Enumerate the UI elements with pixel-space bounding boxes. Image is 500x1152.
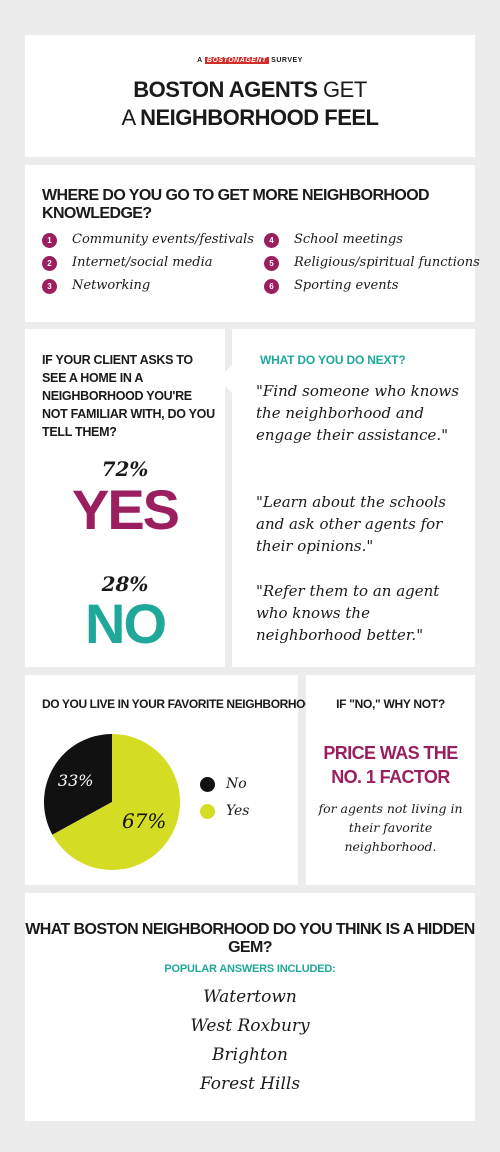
next-label: WHAT DO YOU DO NEXT?: [260, 353, 406, 367]
number-badge: 2: [42, 256, 57, 271]
list-item-label: Community events/festivals: [72, 232, 254, 247]
hidden-gem-question: WHAT BOSTON NEIGHBORHOOD DO YOU THINK IS…: [25, 921, 475, 956]
kicker-post: SURVEY: [271, 57, 303, 64]
pie-value-label-no: 33%: [58, 771, 94, 790]
why-not-question: IF "NO," WHY NOT?: [336, 697, 445, 711]
pie-slice-no: [44, 734, 113, 835]
title-bold-2: NEIGHBORHOOD FEEL: [140, 105, 379, 130]
quote: "Refer them to an agent who knows the ne…: [256, 582, 440, 644]
title-light-2: A: [121, 105, 135, 130]
why-not-panel: IF "NO," WHY NOT? PRICE WAS THE NO. 1 FA…: [306, 675, 475, 885]
knowledge-panel: WHERE DO YOU GO TO GET MORE NEIGHBORHOOD…: [25, 165, 480, 322]
answer-item: West Roxbury: [190, 1016, 310, 1036]
legend-label-no: No: [226, 776, 247, 792]
hidden-gem-panel: WHAT BOSTON NEIGHBORHOOD DO YOU THINK IS…: [25, 893, 475, 1121]
yes-percent: 72%: [101, 457, 149, 481]
number-badge: 4: [264, 233, 279, 248]
list-item-label: School meetings: [294, 232, 403, 247]
pointer-arrow-icon: [218, 365, 232, 393]
legend-swatch-yes: [200, 804, 215, 819]
answer-item: Forest Hills: [199, 1074, 301, 1094]
client-question: IF YOUR CLIENT ASKS TO SEE A HOME IN A N…: [42, 353, 215, 439]
knowledge-question: WHERE DO YOU GO TO GET MORE NEIGHBORHOOD…: [42, 187, 430, 222]
next-steps-panel: WHAT DO YOU DO NEXT? "Find someone who k…: [218, 329, 475, 667]
page-title-line-2: A NEIGHBORHOOD FEEL: [25, 105, 475, 131]
title-bold-1: BOSTON AGENTS: [133, 77, 318, 102]
number-badge: 5: [264, 256, 279, 271]
answer-item: Brighton: [212, 1045, 288, 1065]
favorite-neighborhood-panel: DO YOU LIVE IN YOUR FAVORITE NEIGHBORHOO…: [25, 675, 330, 885]
number-badge: 6: [264, 279, 279, 294]
quote: "Learn about the schools and ask other a…: [256, 493, 446, 555]
list-item-label: Sporting events: [294, 278, 399, 293]
list-item-label: Religious/spiritual functions: [294, 255, 480, 270]
brand-logo: BOSTONAGENT: [204, 57, 269, 64]
favorite-question: DO YOU LIVE IN YOUR FAVORITE NEIGHBORHOO…: [42, 697, 330, 711]
title-light-1: GET: [323, 77, 367, 102]
why-not-headline-1: PRICE WAS THE: [323, 743, 458, 763]
quote: "Find someone who knows the neighborhood…: [256, 382, 459, 444]
list-item-label: Networking: [72, 278, 151, 293]
yes-label: YES: [71, 478, 180, 541]
list-item-label: Internet/social media: [72, 255, 213, 270]
pie-slice-yes: [52, 734, 180, 870]
pie-chart: 33% 67%: [44, 734, 180, 870]
survey-kicker: A BOSTONAGENT SURVEY: [25, 57, 475, 64]
header-panel: A BOSTONAGENT SURVEY BOSTON AGENTS GET A…: [25, 35, 475, 157]
no-percent: 28%: [101, 572, 149, 596]
client-question-panel: IF YOUR CLIENT ASKS TO SEE A HOME IN A N…: [25, 329, 225, 667]
kicker-pre: A: [197, 57, 203, 64]
popular-answers-label: POPULAR ANSWERS INCLUDED:: [164, 963, 336, 975]
page-title-line-1: BOSTON AGENTS GET: [25, 77, 475, 103]
number-badge: 3: [42, 279, 57, 294]
why-not-body: for agents not living in their favorite …: [318, 801, 463, 854]
legend-swatch-no: [200, 777, 215, 792]
why-not-headline-2: NO. 1 FACTOR: [331, 767, 450, 787]
legend-label-yes: Yes: [226, 803, 250, 819]
pie-value-label-yes: 67%: [122, 809, 166, 833]
answer-item: Watertown: [203, 987, 297, 1007]
number-badge: 1: [42, 233, 57, 248]
no-label: NO: [85, 592, 167, 655]
